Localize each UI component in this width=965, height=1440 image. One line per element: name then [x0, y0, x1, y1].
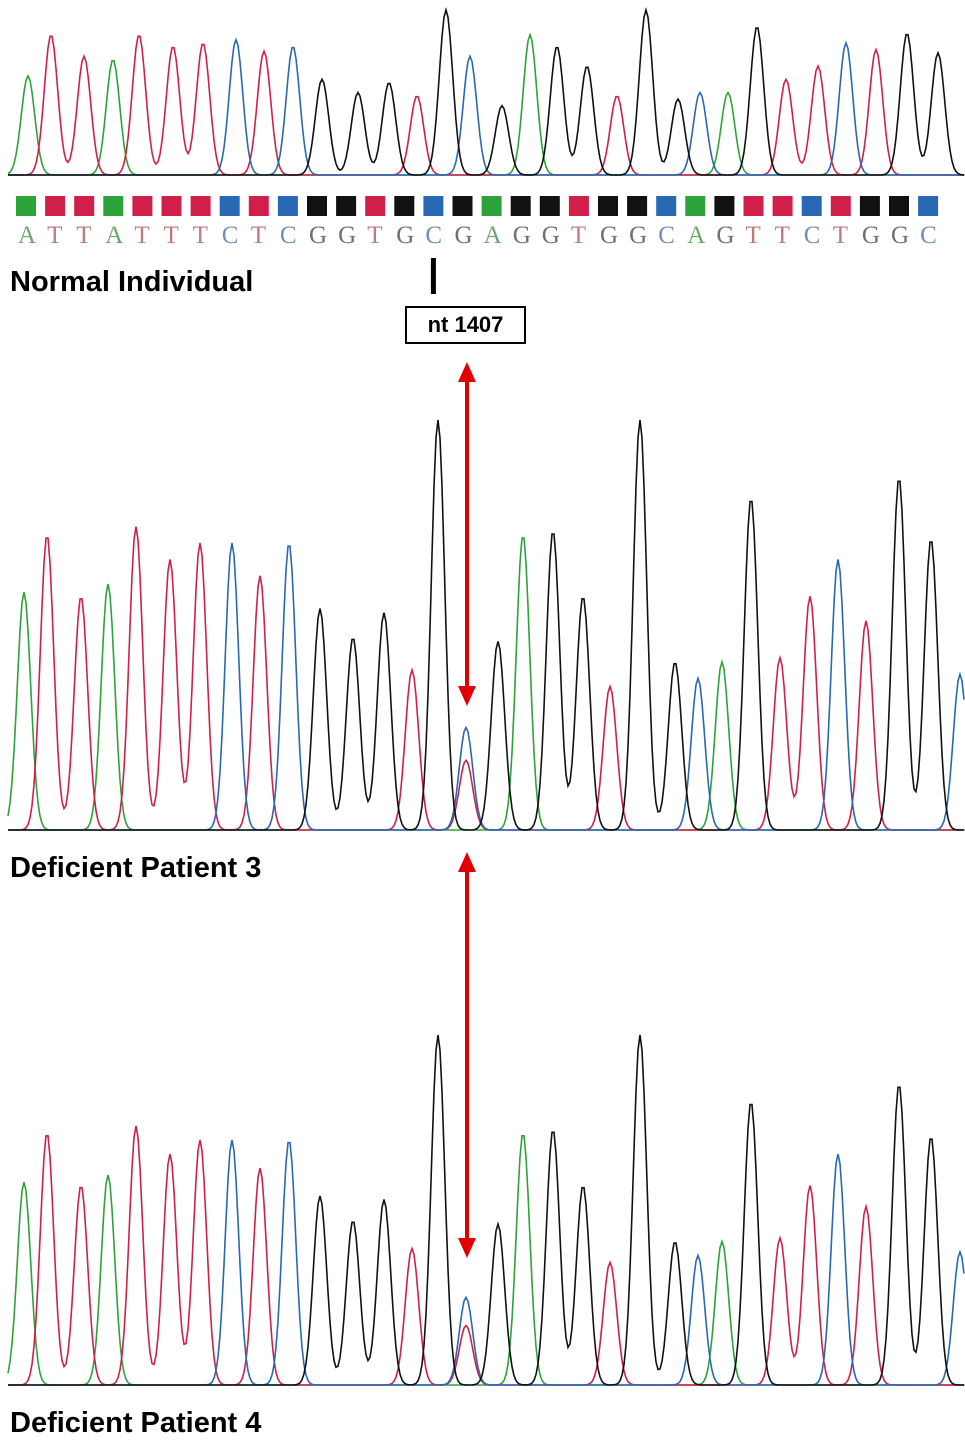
base-letter: C [920, 222, 937, 249]
base-letter: C [658, 222, 675, 249]
base-square [481, 196, 502, 216]
deficient-patient-4-label: Deficient Patient 4 [10, 1407, 262, 1439]
nt-position-box: nt 1407 [405, 306, 526, 344]
patient-3-chromatogram [7, 419, 965, 831]
base-square [394, 196, 415, 216]
base-square [190, 196, 211, 216]
base-square [365, 196, 386, 216]
trace-a [7, 32, 964, 176]
base-letter: C [221, 222, 239, 249]
base-letter: T [745, 222, 761, 249]
base-square [889, 196, 909, 216]
base-letter: G [454, 222, 473, 249]
base-letter: C [803, 222, 821, 249]
base-square [74, 196, 95, 216]
deficient-patient-3-label: Deficient Patient 3 [10, 852, 262, 884]
base-square [772, 196, 793, 216]
base-square [423, 196, 444, 216]
base-letter: A [105, 222, 124, 249]
base-square [103, 196, 124, 216]
base-letter: G [891, 222, 910, 249]
base-call-squares [16, 196, 939, 216]
base-letter: G [716, 222, 735, 249]
base-square [452, 196, 473, 216]
nt-position-label: nt 1407 [427, 312, 504, 337]
base-letter: T [250, 222, 267, 249]
trace-g [8, 419, 964, 831]
base-letter: A [687, 222, 706, 249]
base-letter: G [338, 222, 357, 249]
base-square [248, 196, 269, 216]
base-letter: G [600, 222, 619, 249]
base-letter: G [309, 222, 328, 249]
red-arrow-bottom [458, 852, 476, 1258]
patient-4-chromatogram [7, 1034, 965, 1386]
base-letter: T [76, 222, 92, 249]
base-letter: T [47, 222, 63, 249]
base-square [161, 196, 182, 216]
base-letter: T [192, 222, 208, 249]
base-letter: G [861, 222, 880, 249]
base-letter: A [483, 222, 502, 249]
red-arrow-top [458, 362, 476, 706]
base-square [277, 196, 298, 216]
trace-g [8, 7, 965, 176]
base-letter: G [629, 222, 648, 249]
base-letter: G [396, 222, 415, 249]
base-square [219, 196, 240, 216]
base-square [598, 196, 618, 216]
base-square [45, 196, 66, 216]
base-square [307, 196, 327, 216]
base-letter: T [163, 222, 179, 249]
base-letter: T [367, 222, 383, 249]
base-square [132, 196, 153, 216]
trace-g [8, 1034, 964, 1386]
base-square [336, 196, 357, 216]
base-letter: C [425, 222, 443, 249]
base-letter: G [541, 222, 560, 249]
trace-t [8, 35, 964, 176]
base-square [539, 196, 560, 216]
base-letter: T [134, 222, 150, 249]
base-square [627, 196, 648, 216]
base-square [16, 196, 36, 216]
base-letter: C [279, 222, 297, 249]
base-letter: T [570, 222, 587, 249]
base-square [656, 196, 677, 216]
base-square [859, 196, 880, 216]
base-letter: G [512, 222, 531, 249]
base-letter: T [832, 222, 849, 249]
base-square [801, 196, 822, 216]
normal-individual-label: Normal Individual [10, 266, 254, 298]
base-square [743, 196, 764, 216]
base-square [568, 196, 589, 216]
base-square [714, 196, 735, 216]
base-square [918, 196, 939, 216]
base-square [830, 196, 851, 216]
trace-c [8, 37, 964, 176]
base-square [685, 196, 706, 216]
base-letter: T [774, 222, 790, 249]
base-letter: A [18, 222, 37, 249]
normal-chromatogram [7, 7, 965, 176]
base-square [510, 196, 531, 216]
